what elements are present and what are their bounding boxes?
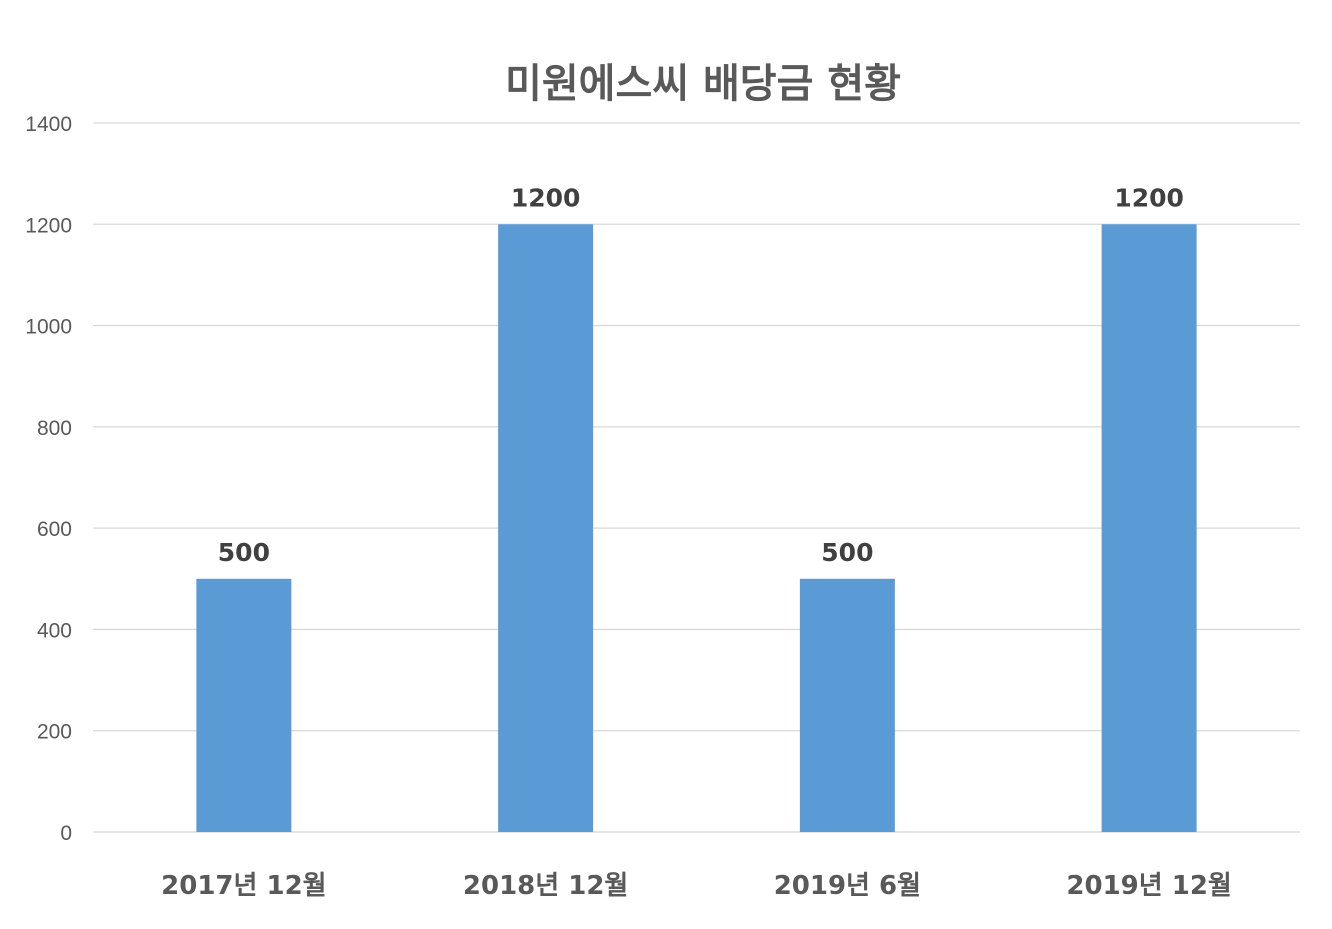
y-axis-ticks: 0 200 400 600 800 1000 1200 1400: [25, 113, 72, 845]
y-tick-label: 1000: [25, 316, 72, 339]
x-category-label: 2019년 12월: [1066, 871, 1231, 901]
y-tick-label: 600: [37, 518, 72, 541]
bar-value-label: 1200: [1114, 183, 1184, 212]
bar: [799, 578, 895, 832]
bar-value-label: 1200: [511, 183, 581, 212]
bar-value-label: 500: [218, 538, 270, 567]
y-tick-label: 0: [60, 822, 72, 845]
x-category-label: 2018년 12월: [463, 871, 628, 901]
x-axis-categories: 2017년 12월 2018년 12월 2019년 6월 2019년 12월: [161, 871, 1232, 901]
bar: [1101, 224, 1197, 833]
gridlines: [93, 122, 1300, 833]
bars: [196, 224, 1197, 833]
chart-title: 미원에스씨 배당금 현황: [505, 61, 901, 107]
x-category-label: 2019년 6월: [774, 871, 921, 901]
x-category-label: 2017년 12월: [161, 871, 326, 901]
y-tick-label: 800: [37, 417, 72, 440]
bar-value-label: 500: [821, 538, 873, 567]
bar: [498, 224, 594, 833]
y-tick-label: 1400: [25, 113, 72, 136]
y-tick-label: 1200: [25, 214, 72, 237]
y-tick-label: 200: [37, 721, 72, 744]
y-tick-label: 400: [37, 619, 72, 642]
bar: [196, 578, 292, 832]
data-labels: 500 1200 500 1200: [218, 183, 1184, 567]
